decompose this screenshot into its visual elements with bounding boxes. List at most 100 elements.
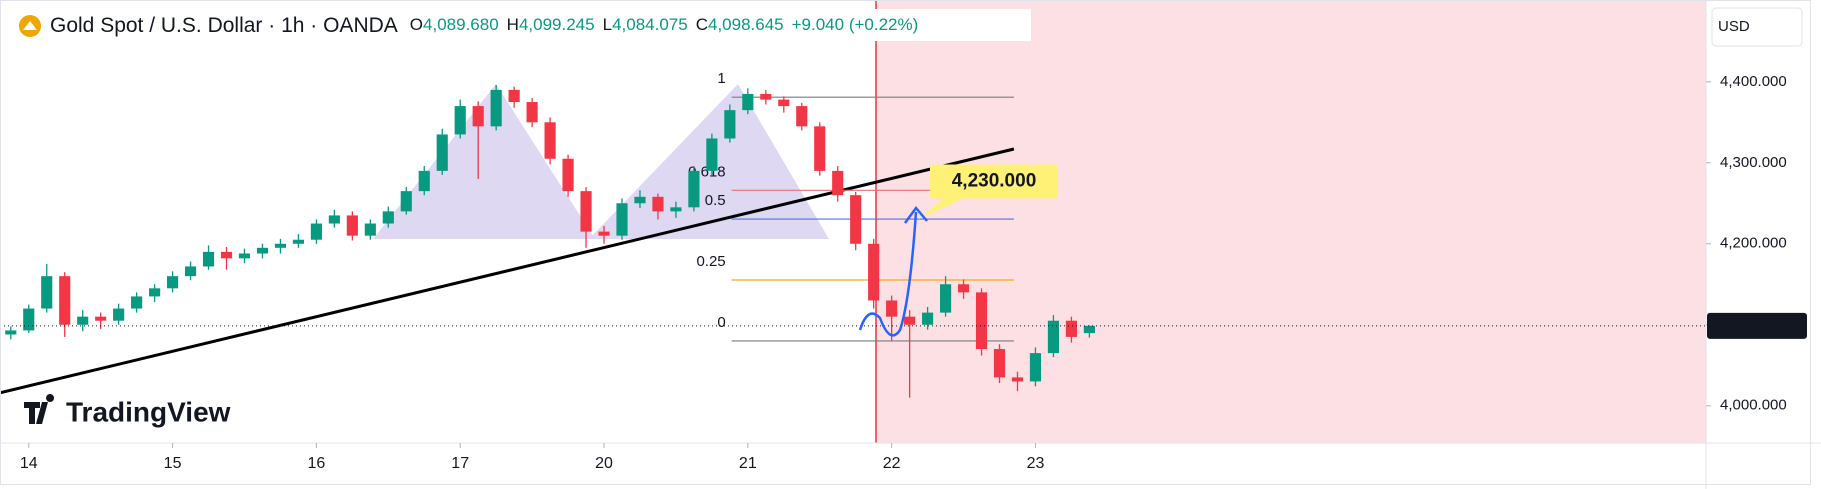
header: Gold Spot / U.S. Dollar · 1h · OANDA O4,0… xyxy=(50,14,918,37)
candle-body xyxy=(436,134,448,171)
candle-body xyxy=(418,170,430,192)
candle-body xyxy=(292,239,304,244)
target-label: 4,230.000 xyxy=(952,170,1037,191)
candle-body xyxy=(868,243,880,301)
candle-body xyxy=(1029,353,1042,382)
candle-body xyxy=(77,316,89,325)
x-tick-label: 15 xyxy=(164,455,182,472)
candle-body xyxy=(149,288,161,297)
brand-logo: TradingView xyxy=(24,394,231,427)
candle-body xyxy=(41,276,53,309)
candle-body xyxy=(1011,377,1024,382)
change: +9.040 (+0.22%) xyxy=(792,15,919,34)
candle-body xyxy=(580,191,592,232)
currency: USD xyxy=(1718,18,1750,35)
candle-body xyxy=(328,215,340,224)
symbol-title: Gold Spot / U.S. Dollar · 1h · OANDA xyxy=(50,14,398,37)
x-tick-label: 17 xyxy=(451,455,469,472)
ohlc-key: H xyxy=(507,15,519,34)
candle-body xyxy=(850,195,862,244)
candle-body xyxy=(598,231,610,236)
candle-body xyxy=(472,106,484,127)
candle-body xyxy=(1083,325,1095,334)
candle-body xyxy=(220,251,233,259)
candle-body xyxy=(1065,320,1077,337)
ohlc-value: 4,098.645 xyxy=(708,15,784,34)
candle-body xyxy=(364,223,376,236)
candle-body xyxy=(5,330,17,335)
candle-body xyxy=(95,316,107,321)
y-tick-label: 4,300.000 xyxy=(1720,154,1787,171)
candle-body xyxy=(814,126,826,171)
currency-box xyxy=(1711,7,1803,47)
target-box xyxy=(930,164,1058,199)
candle-body xyxy=(634,196,646,204)
brand-name: TradingView xyxy=(66,396,231,427)
candle-body xyxy=(454,106,466,135)
projection-curve xyxy=(858,211,918,337)
candle-body xyxy=(670,207,682,212)
candle-body xyxy=(202,251,215,267)
candle-body xyxy=(526,102,538,123)
fib-label: 0.5 xyxy=(705,192,726,209)
candle-body xyxy=(742,93,754,111)
brand-mark xyxy=(24,394,55,424)
x-tick-label: 14 xyxy=(20,455,38,472)
ohlc-key: L xyxy=(603,15,612,34)
candle-body xyxy=(256,247,269,254)
projection-arrow xyxy=(903,205,928,224)
left-shoulder xyxy=(373,84,595,239)
candle-body xyxy=(508,89,520,103)
candle-body xyxy=(886,300,898,317)
trendline xyxy=(0,147,1015,395)
candle-body xyxy=(904,316,916,325)
candle-body xyxy=(113,308,125,321)
symbol-logo-mark xyxy=(23,21,37,30)
ohlc-value: 4,099.245 xyxy=(519,15,595,34)
x-tick-label: 23 xyxy=(1027,455,1045,472)
candle-body xyxy=(957,284,970,293)
fib-label: 0.25 xyxy=(696,253,725,270)
candle-body xyxy=(167,276,179,289)
candle-body xyxy=(778,99,790,107)
ohlc-key: C xyxy=(696,15,708,34)
candle-body xyxy=(274,243,287,248)
fib-label: 1 xyxy=(717,70,725,87)
candle-body xyxy=(940,284,952,313)
candle-body xyxy=(382,211,394,224)
candle-body xyxy=(346,215,358,236)
last-price-label: 4,098.645 xyxy=(1724,317,1791,334)
target-pointer xyxy=(918,197,965,220)
candle-body xyxy=(993,349,1006,378)
candle-body xyxy=(706,138,718,171)
candle-body xyxy=(832,170,844,196)
candle-body xyxy=(23,308,35,331)
y-tick-label: 4,200.000 xyxy=(1720,235,1787,252)
ohlc-key: O xyxy=(410,15,423,34)
candle-body xyxy=(310,223,322,240)
ohlc-value: 4,089.680 xyxy=(423,15,499,34)
last-price-box xyxy=(1707,312,1807,339)
candle-body xyxy=(724,110,736,139)
candle-body xyxy=(184,266,197,277)
candle-body xyxy=(131,296,143,309)
candle-body xyxy=(652,196,664,212)
candle-body xyxy=(796,106,808,127)
candle-body xyxy=(238,253,251,259)
candle-body xyxy=(400,191,412,212)
ohlc-value: 4,084.075 xyxy=(612,15,688,34)
candle-body xyxy=(544,122,556,159)
candle-body xyxy=(490,89,502,127)
x-tick-label: 20 xyxy=(595,455,613,472)
x-tick-label: 21 xyxy=(739,455,757,472)
y-tick-label: 4,400.000 xyxy=(1720,73,1787,90)
candle-body xyxy=(562,158,574,192)
x-tick-label: 22 xyxy=(883,455,901,472)
candle-body xyxy=(616,203,628,236)
candle-body xyxy=(688,170,700,208)
candle-body xyxy=(760,93,772,100)
future-zone xyxy=(876,0,1706,443)
candle-body xyxy=(922,312,934,325)
x-tick-label: 16 xyxy=(307,455,325,472)
candle-body xyxy=(975,292,988,350)
